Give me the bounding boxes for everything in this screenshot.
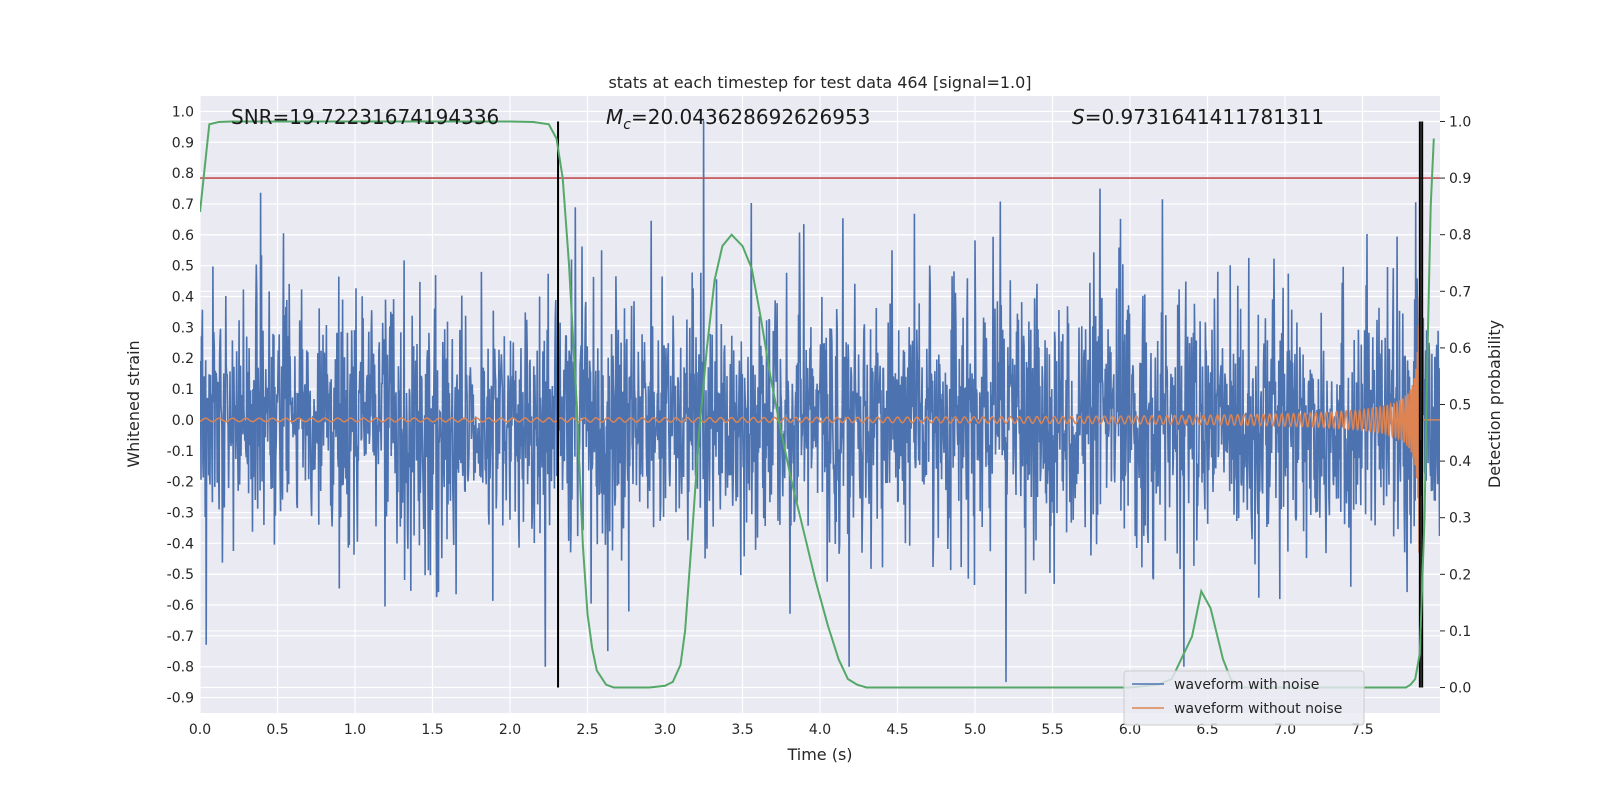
score-symbol: S [1072,105,1085,129]
x-tick-label: 3.5 [731,722,753,738]
snr-annotation: SNR=19.72231674194336 [231,105,499,129]
x-tick-label: 2.5 [576,722,598,738]
y2-tick-label: 1.0 [1449,114,1471,130]
y-tick-label: -0.3 [167,505,194,521]
x-tick-label: 6.0 [1119,722,1141,738]
y2-tick-label: 0.4 [1449,454,1471,470]
y-axis-ticks: 1.0 0.9 0.8 0.7 0.6 0.5 0.4 0.3 0.2 0.1 0.0 -0.1 -0.… [167,104,194,706]
score-value: =0.9731641411781311 [1085,105,1324,129]
y2-axis-ticks: 1.0 0.9 0.8 0.7 0.6 0.5 0.4 0.3 0.2 0.1 0.0 [1440,114,1471,697]
chart-title: stats at each timestep for test data 464… [608,73,1031,92]
y2-tick-label: 0.3 [1449,511,1471,527]
legend-label-waveform-with-noise: waveform with noise [1174,677,1319,693]
noise-waveform-line [200,120,1440,683]
x-tick-label: 5.5 [1041,722,1063,738]
y2-tick-label: 0.5 [1449,398,1471,414]
y-tick-label: 0.0 [172,413,194,429]
x-tick-label: 0.0 [189,722,211,738]
reference-lines [200,121,1440,688]
y-tick-label: 0.1 [172,382,194,398]
legend-label-waveform-without-noise: waveform without noise [1174,701,1342,717]
y-tick-label: -0.4 [167,536,194,552]
x-tick-label: 3.0 [654,722,676,738]
y2-axis-label: Detection probability [1485,320,1504,488]
y-tick-label: 0.6 [172,228,194,244]
chirp-mass-symbol: M [606,105,623,129]
y-axis-label: Whitened strain [124,340,143,467]
x-tick-label: 4.5 [886,722,908,738]
y-tick-label: -0.1 [167,444,194,460]
x-tick-label: 2.0 [499,722,521,738]
y2-tick-label: 0.2 [1449,567,1471,583]
y-tick-label: -0.6 [167,598,194,614]
y2-tick-label: 0.7 [1449,284,1471,300]
clean-waveform-line [200,296,1440,553]
y-tick-label: -0.9 [167,691,194,707]
x-tick-label: 1.5 [421,722,443,738]
x-tick-label: 6.5 [1196,722,1218,738]
y-tick-label: -0.2 [167,475,194,491]
y-tick-label: 0.5 [172,259,194,275]
x-axis-ticks: 0.0 0.5 1.0 1.5 2.0 2.5 3.0 3.5 4.0 4.5 5.0 5.5 6.0 6… [189,722,1374,738]
y-tick-label: 0.2 [172,351,194,367]
y-tick-label: 0.7 [172,197,194,213]
y-tick-label: 0.3 [172,320,194,336]
y-tick-label: -0.7 [167,629,194,645]
y-tick-label: 1.0 [172,104,194,120]
y-tick-label: -0.8 [167,660,194,676]
chirp-mass-value: =20.043628692626953 [631,105,870,129]
chirp-mass-subscript: c [623,117,631,133]
chirp-mass-annotation: Mc=20.043628692626953 [606,105,870,133]
y-tick-label: 0.4 [172,290,194,306]
y2-tick-label: 0.8 [1449,228,1471,244]
legend-box [1123,670,1365,726]
series-waveform-with-noise [200,120,1440,683]
legend: waveform with noise waveform without noi… [1123,670,1365,726]
x-tick-label: 1.0 [344,722,366,738]
x-tick-label: 0.5 [266,722,288,738]
x-tick-label: 7.5 [1351,722,1373,738]
score-annotation: S=0.9731641411781311 [1072,105,1324,129]
x-tick-label: 4.0 [809,722,831,738]
series-waveform-without-noise [200,296,1440,553]
y2-tick-label: 0.9 [1449,171,1471,187]
y-tick-label: 0.8 [172,166,194,182]
y2-tick-label: 0.6 [1449,341,1471,357]
y-tick-label: -0.5 [167,567,194,583]
x-tick-label: 5.0 [964,722,986,738]
x-axis-label: Time (s) [786,745,852,764]
x-tick-label: 7.0 [1274,722,1296,738]
y2-tick-label: 0.0 [1449,681,1471,697]
y2-tick-label: 0.1 [1449,624,1471,640]
y-tick-label: 0.9 [172,135,194,151]
